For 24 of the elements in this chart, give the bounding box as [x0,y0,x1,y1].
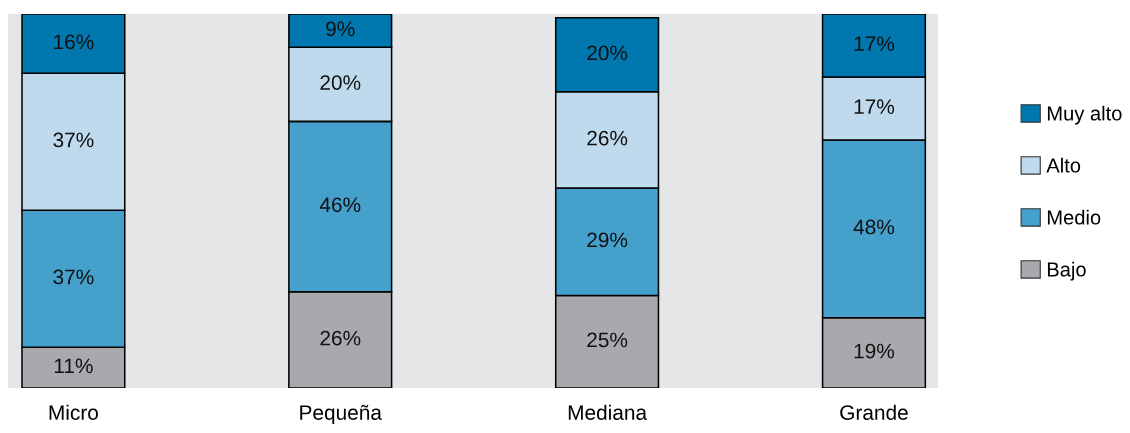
x-tick-label: Grande [840,404,908,420]
data-label: 37% [53,269,94,285]
data-label: 17% [854,36,895,51]
data-label: 16% [54,34,94,50]
data-label: 26% [320,330,361,346]
data-label: 20% [587,45,628,61]
data-label: 37% [53,132,94,148]
legend-label: Alto [1046,157,1081,173]
legend-label: Bajo [1047,261,1086,281]
x-tick-label: Pequeña [300,404,382,425]
data-label: 26% [587,130,628,146]
data-label: 17% [854,99,895,114]
data-label: 19% [854,343,895,359]
x-tick-label: Mediana [568,404,648,420]
data-label: 25% [587,332,628,348]
data-label: 29% [587,232,628,248]
legend-label: Muy alto [1047,105,1122,125]
data-label: 20% [320,75,361,90]
x-tick-label: Micro [49,404,98,420]
data-label: 11% [54,358,93,374]
legend-label: Medio [1047,209,1101,225]
data-label: 9% [326,21,355,37]
data-label: 46% [319,197,361,213]
data-label: 48% [853,219,895,235]
